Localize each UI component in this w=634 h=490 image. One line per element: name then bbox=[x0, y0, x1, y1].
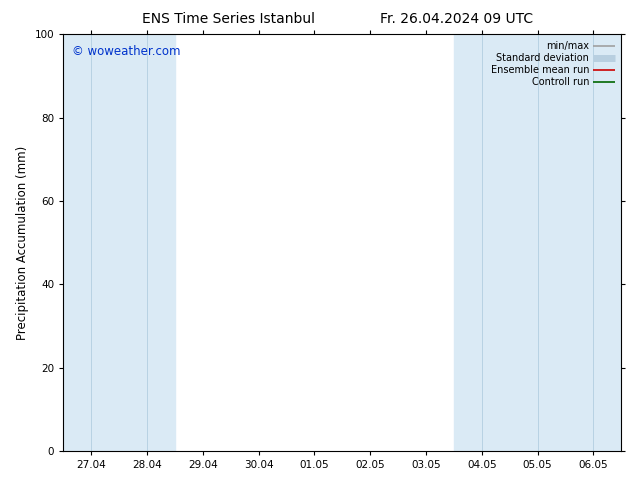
Bar bbox=[454, 34, 510, 451]
Text: Fr. 26.04.2024 09 UTC: Fr. 26.04.2024 09 UTC bbox=[380, 12, 533, 26]
Y-axis label: Precipitation Accumulation (mm): Precipitation Accumulation (mm) bbox=[16, 146, 29, 340]
Legend: min/max, Standard deviation, Ensemble mean run, Controll run: min/max, Standard deviation, Ensemble me… bbox=[489, 39, 616, 89]
Text: ENS Time Series Istanbul: ENS Time Series Istanbul bbox=[142, 12, 314, 26]
Bar bbox=[566, 34, 621, 451]
Bar bbox=[63, 34, 119, 451]
Bar bbox=[119, 34, 175, 451]
Bar bbox=[510, 34, 566, 451]
Text: © woweather.com: © woweather.com bbox=[72, 45, 180, 58]
